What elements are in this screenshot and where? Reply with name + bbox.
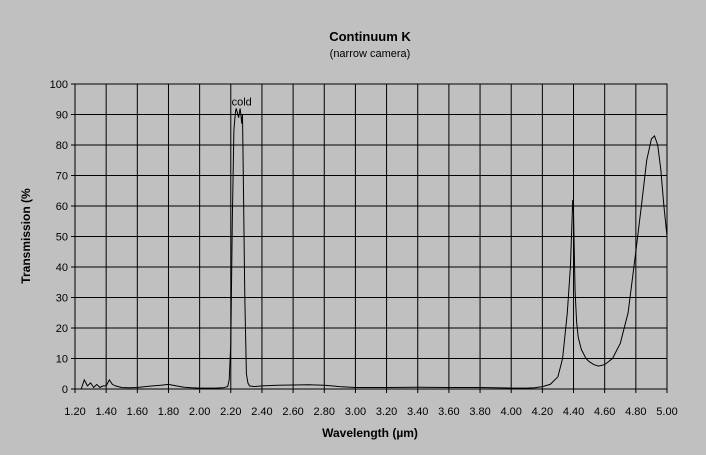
- y-tick-label: 100: [50, 79, 68, 91]
- x-axis-ticks: 1.20 1.40 1.60 1.80 2.00 2.20 2.40 2.60 2.80 3.00…: [64, 389, 678, 418]
- x-tick-label: 4.80: [625, 406, 646, 418]
- x-tick-label: 2.40: [251, 406, 272, 418]
- y-tick-label: 30: [56, 293, 68, 305]
- y-tick-label: 80: [56, 140, 68, 152]
- x-tick-label: 4.00: [500, 406, 521, 418]
- x-tick-label: 3.80: [469, 406, 490, 418]
- y-axis-label: Transmission (%: [19, 188, 33, 284]
- y-tick-label: 90: [56, 110, 68, 122]
- x-tick-label: 2.60: [282, 406, 303, 418]
- series-line: [75, 108, 668, 390]
- x-tick-label: 1.60: [127, 406, 148, 418]
- x-axis-label: Wavelength (µm): [322, 426, 418, 440]
- x-tick-label: 2.80: [314, 406, 335, 418]
- y-tick-label: 50: [56, 232, 68, 244]
- y-tick-label: 40: [56, 262, 68, 274]
- x-tick-label: 3.00: [345, 406, 366, 418]
- x-tick-label: 2.20: [220, 406, 241, 418]
- x-tick-label: 1.20: [64, 406, 85, 418]
- y-tick-label: 70: [56, 171, 68, 183]
- x-tick-label: 2.00: [189, 406, 210, 418]
- x-tick-label: 4.40: [563, 406, 584, 418]
- x-tick-label: 4.60: [594, 406, 615, 418]
- annotation-label: cold: [232, 96, 252, 108]
- chart-subtitle: (narrow camera): [330, 48, 411, 60]
- x-tick-label: 3.60: [438, 406, 459, 418]
- y-tick-label: 60: [56, 201, 68, 213]
- grid: [75, 84, 667, 389]
- x-tick-label: 4.20: [532, 406, 553, 418]
- x-tick-label: 1.80: [158, 406, 179, 418]
- annotations: cold: [232, 96, 252, 108]
- chart-title: Continuum K: [329, 29, 411, 44]
- x-tick-label: 5.00: [656, 406, 677, 418]
- y-axis-ticks: 0 10 20 30 40 50 60 70 80 90 100: [50, 79, 75, 396]
- y-tick-label: 0: [62, 384, 68, 396]
- x-tick-label: 1.40: [95, 406, 116, 418]
- x-tick-label: 3.20: [376, 406, 397, 418]
- x-tick-label: 3.40: [407, 406, 428, 418]
- y-tick-label: 20: [56, 323, 68, 335]
- y-tick-label: 10: [56, 354, 68, 366]
